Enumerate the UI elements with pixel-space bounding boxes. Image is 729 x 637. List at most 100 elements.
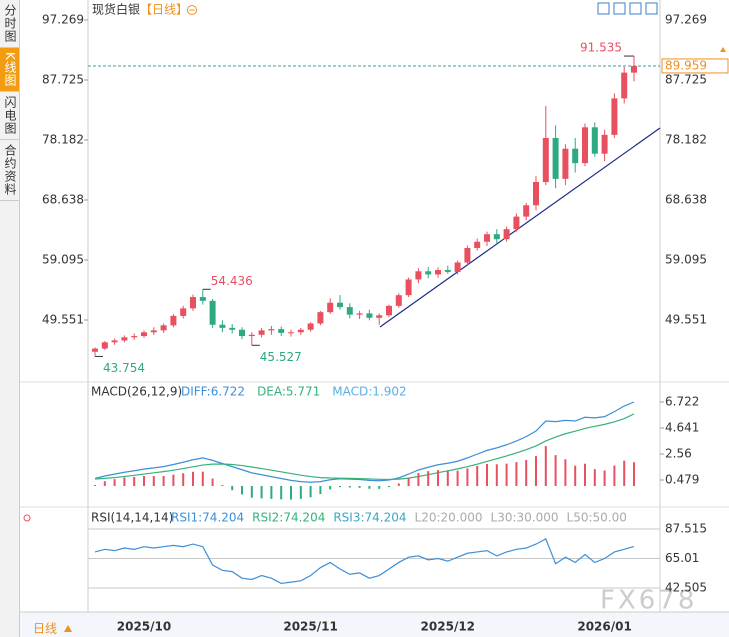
macd-bar <box>260 485 263 499</box>
candle-body <box>229 327 236 330</box>
toolbar <box>597 2 658 15</box>
collapse-icon[interactable] <box>187 5 197 15</box>
macd-bar <box>544 446 547 486</box>
fit[interactable] <box>629 2 642 15</box>
annotation-label: 45.527 <box>260 350 302 364</box>
macd-bar <box>143 476 145 486</box>
macd-bar <box>633 462 635 486</box>
macd-bar <box>378 485 381 489</box>
y-tick-label: 42.505 <box>665 581 707 595</box>
macd-bar <box>623 460 626 486</box>
sidebar: 分时图 K线图 闪电图 合约资料 <box>0 0 20 637</box>
chart-title: 现货白银 <box>92 2 140 17</box>
legend-entry: L30:30.000 <box>491 511 559 525</box>
candle-body <box>278 329 285 333</box>
y-tick-label: 87.725 <box>42 73 84 87</box>
legend-entry: DEA:5.771 <box>257 385 320 399</box>
candle-body <box>464 248 471 263</box>
macd-bar <box>564 459 567 486</box>
macd-bar <box>94 484 96 486</box>
candle-body <box>395 295 402 306</box>
candle-body <box>209 300 216 325</box>
y-tick-label: 87.515 <box>665 521 707 535</box>
legend-entry: DIFF:6.722 <box>181 385 245 399</box>
candle-body <box>288 332 294 334</box>
candle-body <box>317 312 324 324</box>
macd-bar <box>584 463 586 486</box>
candle-body <box>219 324 226 328</box>
y-tick-label: 78.182 <box>665 132 707 146</box>
macd-bar <box>339 485 341 488</box>
macd-bar <box>437 470 439 486</box>
candle-body <box>248 334 255 337</box>
candle-body <box>121 337 128 341</box>
back[interactable] <box>645 2 658 15</box>
candle-body <box>239 329 245 337</box>
candle-body <box>503 229 510 240</box>
candle-body <box>474 241 481 249</box>
macd-bar <box>368 485 371 489</box>
candle-body <box>199 297 206 301</box>
candle-body <box>268 329 275 331</box>
candle-body <box>141 332 147 337</box>
y-tick-label: 59.095 <box>665 252 707 266</box>
macd-bar <box>358 485 361 488</box>
candle-body <box>513 216 520 230</box>
candle-body <box>454 262 461 272</box>
macd-bar <box>241 485 243 495</box>
macd-bar <box>515 462 518 486</box>
macd-bar <box>133 476 136 486</box>
x-tick-label: 2025/11 <box>283 620 337 634</box>
y-tick-label: 6.722 <box>665 395 699 409</box>
macd-bar <box>397 483 400 486</box>
macd-bar <box>290 485 292 500</box>
macd-bar <box>535 456 537 486</box>
macd-bar <box>495 464 498 486</box>
macd-bar <box>446 470 449 486</box>
macd-bar <box>466 468 469 486</box>
candle-body <box>582 127 588 164</box>
trend-line <box>379 127 661 328</box>
panel-title: MACD(26,12,9) <box>91 385 182 399</box>
last-price-marker <box>720 46 726 52</box>
sidebar-tab[interactable]: 闪电图 <box>0 92 19 140</box>
macd-bar <box>201 471 204 486</box>
zoom-out[interactable] <box>613 2 626 15</box>
candle-body <box>591 127 598 154</box>
macd-line <box>94 413 635 481</box>
legend-entry: L50:50.00 <box>567 511 627 525</box>
candle-body <box>307 323 314 330</box>
zoom-in[interactable] <box>597 2 610 15</box>
candle-body <box>444 270 451 272</box>
bottom-period[interactable]: 日线 <box>33 622 57 636</box>
settings-icon[interactable] <box>23 514 31 522</box>
y-tick-label: 97.269 <box>665 13 707 27</box>
candle-body <box>631 65 637 73</box>
candle-body <box>621 72 628 99</box>
period-arrow[interactable] <box>64 625 72 632</box>
x-tick-label: 2026/01 <box>577 620 631 634</box>
sidebar-tab[interactable]: 合约资料 <box>0 140 19 201</box>
macd-bar <box>270 485 273 499</box>
panel-title: RSI(14,14,14) <box>91 511 173 525</box>
candle-body <box>297 329 304 333</box>
macd-bar <box>613 465 616 486</box>
candle-body <box>180 308 187 316</box>
legend-entry: L20:20.000 <box>415 511 483 525</box>
y-tick-label: 68.638 <box>42 193 84 207</box>
candle-body <box>327 302 334 313</box>
candle-body <box>601 134 608 154</box>
sidebar-tab[interactable]: 分时图 <box>0 0 19 48</box>
candle-body <box>190 297 196 309</box>
sidebar-tab[interactable]: K线图 <box>0 48 19 92</box>
candle-body <box>562 148 569 179</box>
macd-bar <box>388 485 390 488</box>
candle-body <box>552 138 559 179</box>
y-tick-label: 87.725 <box>665 73 707 87</box>
y-tick-label: 0.479 <box>665 473 699 487</box>
last-price-box <box>661 58 729 74</box>
macd-bar <box>593 469 596 486</box>
candle-body <box>356 313 363 315</box>
